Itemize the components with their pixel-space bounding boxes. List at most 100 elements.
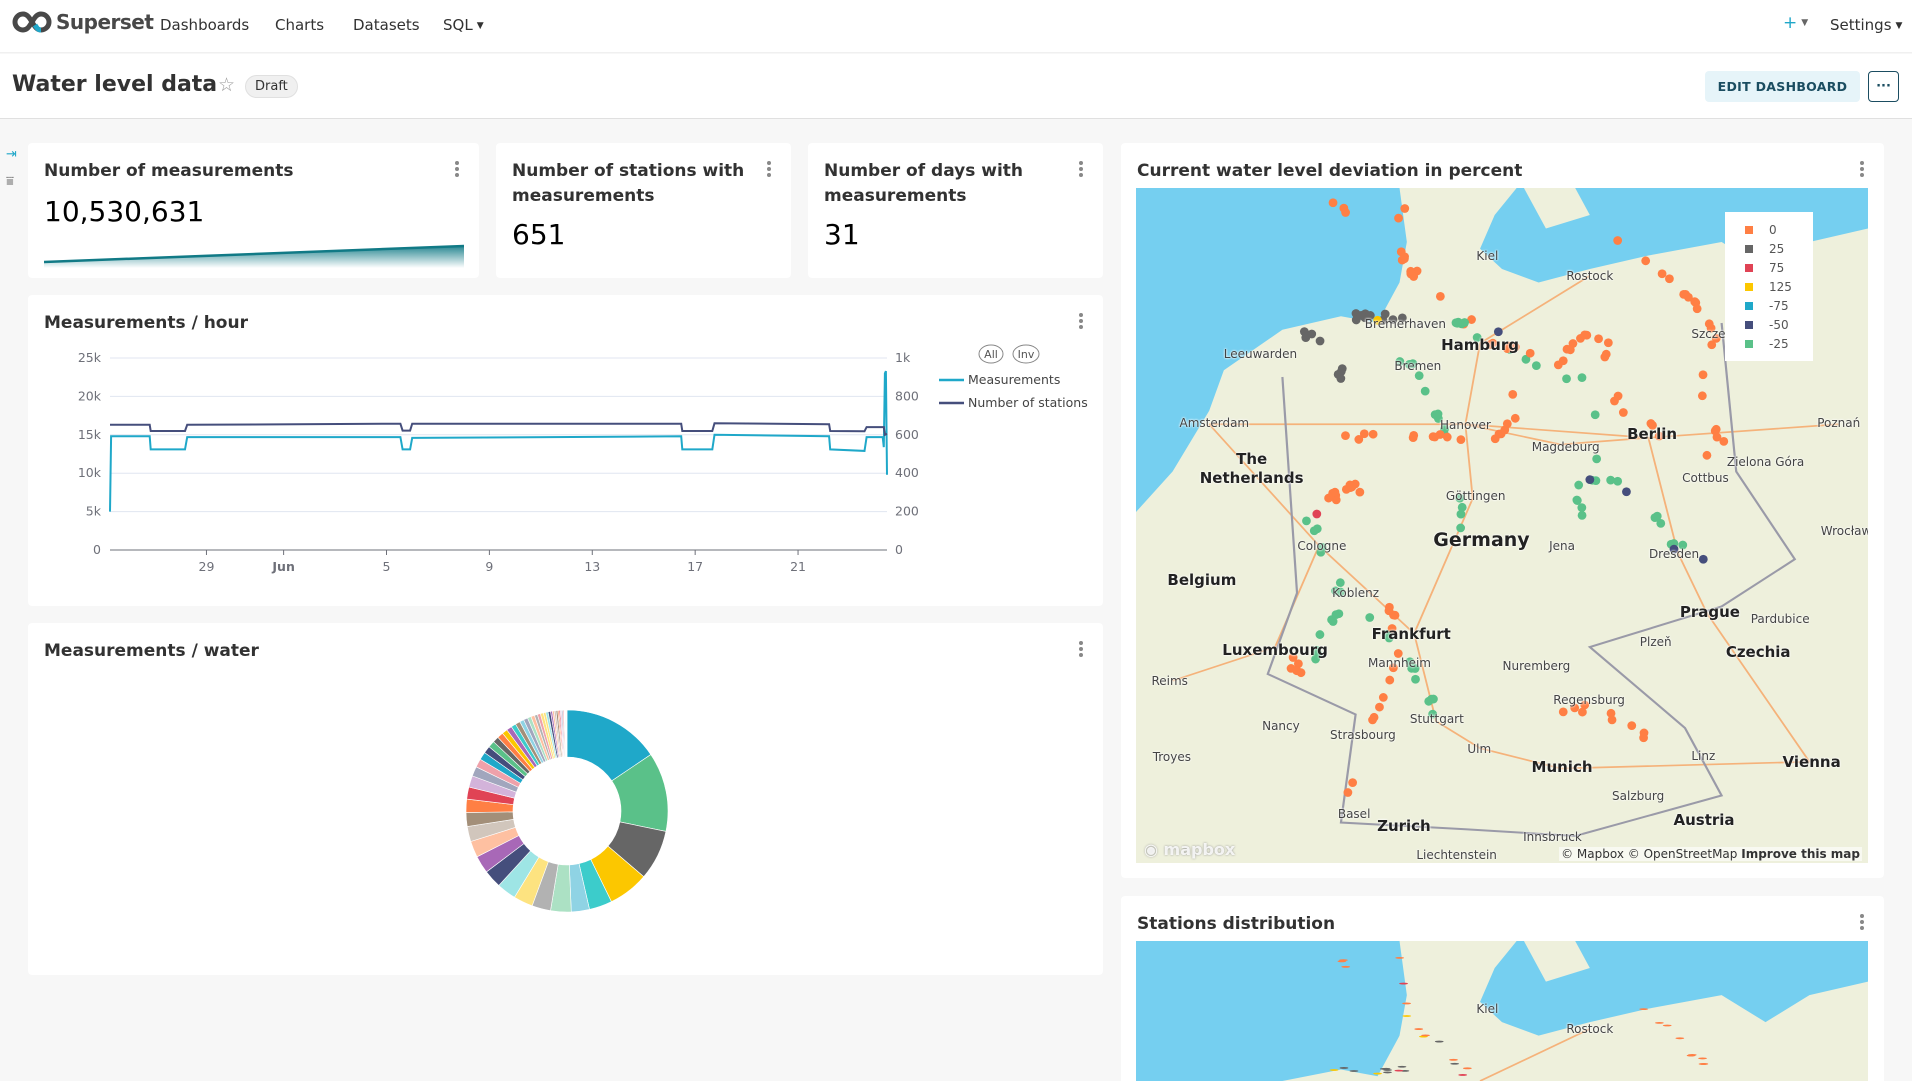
station-dot xyxy=(1698,1058,1707,1060)
mapbox-logo[interactable]: ◉ mapbox xyxy=(1144,840,1235,859)
edit-dashboard-button[interactable]: EDIT DASHBOARD xyxy=(1705,71,1860,102)
nav-sql[interactable]: SQL▼ xyxy=(443,16,484,34)
legend-label: -75 xyxy=(1769,299,1789,313)
y-left-tick-label: 15k xyxy=(78,427,102,442)
station-dot xyxy=(1402,1015,1411,1017)
legend-item[interactable]: 25 xyxy=(1745,239,1813,258)
station-dot xyxy=(1703,451,1712,460)
improve-map-link[interactable]: Improve this map xyxy=(1741,847,1860,861)
station-dot xyxy=(1339,204,1348,213)
legend-item[interactable]: 125 xyxy=(1745,277,1813,296)
caret-down-icon: ▼ xyxy=(1896,21,1903,31)
nav-charts[interactable]: Charts xyxy=(275,16,324,34)
deviation-map[interactable]: LiechtensteinInnsbruckZurichBaselAustria… xyxy=(1136,188,1868,863)
map-label: Zurich xyxy=(1377,817,1431,835)
map-label: Belgium xyxy=(1167,571,1236,589)
y-right-tick-label: 400 xyxy=(895,465,919,480)
station-dot xyxy=(1698,391,1707,400)
card-title: Number of days with measurements xyxy=(824,159,1054,209)
road xyxy=(1414,343,1480,633)
station-dot xyxy=(1316,337,1325,346)
station-dot xyxy=(1559,708,1568,717)
legend-label: Measurements xyxy=(968,372,1060,387)
legend-swatch xyxy=(1745,264,1753,272)
x-tick-label: 29 xyxy=(199,559,215,574)
map-label: Bremerhaven xyxy=(1365,317,1446,331)
map-label: Jena xyxy=(1549,539,1575,553)
station-dot xyxy=(1385,606,1394,615)
nav-datasets[interactable]: Datasets xyxy=(353,16,420,34)
page-title[interactable]: Water level data xyxy=(12,72,217,97)
station-dot xyxy=(1675,1037,1684,1039)
station-dot xyxy=(1707,340,1716,349)
plus-icon: + xyxy=(1783,13,1797,33)
map-label: The xyxy=(1236,450,1267,468)
station-dot xyxy=(1699,555,1708,564)
map-label: Rostock xyxy=(1566,269,1613,283)
station-dot xyxy=(1382,1068,1391,1070)
legend-item[interactable]: 75 xyxy=(1745,258,1813,277)
card-menu-icon[interactable] xyxy=(1079,161,1083,177)
legend-item[interactable]: -25 xyxy=(1745,334,1813,353)
station-dot xyxy=(1365,613,1374,622)
legend-swatch xyxy=(1745,283,1753,291)
status-badge[interactable]: Draft xyxy=(245,75,298,98)
favorite-star-icon[interactable]: ☆ xyxy=(218,74,235,96)
legend-item-stations[interactable]: Number of stations xyxy=(939,395,1088,410)
station-dot xyxy=(1453,319,1462,328)
more-options-button[interactable]: ··· xyxy=(1868,71,1899,102)
card-menu-icon[interactable] xyxy=(455,161,459,177)
station-dot xyxy=(1368,716,1377,725)
legend-label: 0 xyxy=(1769,223,1777,237)
legend-item[interactable]: -75 xyxy=(1745,296,1813,315)
map-label: Salzburg xyxy=(1612,789,1664,803)
line-chart: 05k10k15k20k25k02004006008001k29Jun59131… xyxy=(28,295,1103,606)
map-label: Hamburg xyxy=(1441,336,1519,354)
station-dot xyxy=(1688,1054,1697,1056)
superset-logo-icon xyxy=(12,10,52,34)
y-right-tick-label: 200 xyxy=(895,504,919,519)
station-dot xyxy=(1400,204,1409,213)
card-menu-icon[interactable] xyxy=(1860,161,1864,177)
card-menu-icon[interactable] xyxy=(1860,914,1864,930)
expand-filters-icon[interactable]: ⇥ xyxy=(6,147,17,162)
road xyxy=(1209,424,1839,438)
legend-inv-label: Inv xyxy=(1018,348,1035,361)
attribution-text[interactable]: © Mapbox © OpenStreetMap xyxy=(1561,847,1737,861)
station-dot xyxy=(1641,256,1650,265)
map-attribution: © Mapbox © OpenStreetMap Improve this ma… xyxy=(1559,847,1862,861)
legend-item-measurements[interactable]: Measurements xyxy=(939,372,1060,387)
station-dot xyxy=(1402,1003,1411,1005)
y-left-tick-label: 10k xyxy=(78,465,102,480)
map-label: Leeuwarden xyxy=(1224,347,1297,361)
map-label: Cologne xyxy=(1297,539,1346,553)
legend-item[interactable]: 0 xyxy=(1745,220,1813,239)
superset-logo[interactable]: Superset xyxy=(12,10,153,34)
stations-map[interactable]: RostockKiel xyxy=(1136,941,1868,1081)
card-menu-icon[interactable] xyxy=(767,161,771,177)
station-dot xyxy=(1292,666,1301,675)
legend-inv-button[interactable]: Inv xyxy=(1013,345,1039,363)
station-dot xyxy=(1665,274,1674,283)
station-dot xyxy=(1337,960,1346,962)
station-dot xyxy=(1655,1022,1664,1024)
map-label: Poznań xyxy=(1817,416,1860,430)
new-menu[interactable]: +▼ xyxy=(1783,13,1808,33)
station-dot xyxy=(1316,630,1325,639)
map-label: Plzeň xyxy=(1640,635,1672,649)
station-dot xyxy=(1585,475,1594,484)
filter-icon[interactable]: ⩸ xyxy=(6,174,14,189)
settings-menu[interactable]: Settings▼ xyxy=(1830,16,1902,34)
map-label: Bremen xyxy=(1394,359,1441,373)
map-base xyxy=(1136,941,1868,1081)
x-tick-label: Jun xyxy=(271,559,294,574)
legend-swatch xyxy=(1745,245,1753,253)
legend-item[interactable]: -50 xyxy=(1745,315,1813,334)
station-dot xyxy=(1310,526,1319,535)
nav-dashboards[interactable]: Dashboards xyxy=(160,16,249,34)
legend-all-button[interactable]: All xyxy=(979,345,1003,363)
water-level-map-card: Current water level deviation in percent… xyxy=(1121,143,1884,878)
map-label: Kiel xyxy=(1476,249,1498,263)
station-dot xyxy=(1394,214,1403,223)
station-dot xyxy=(1449,1059,1458,1061)
